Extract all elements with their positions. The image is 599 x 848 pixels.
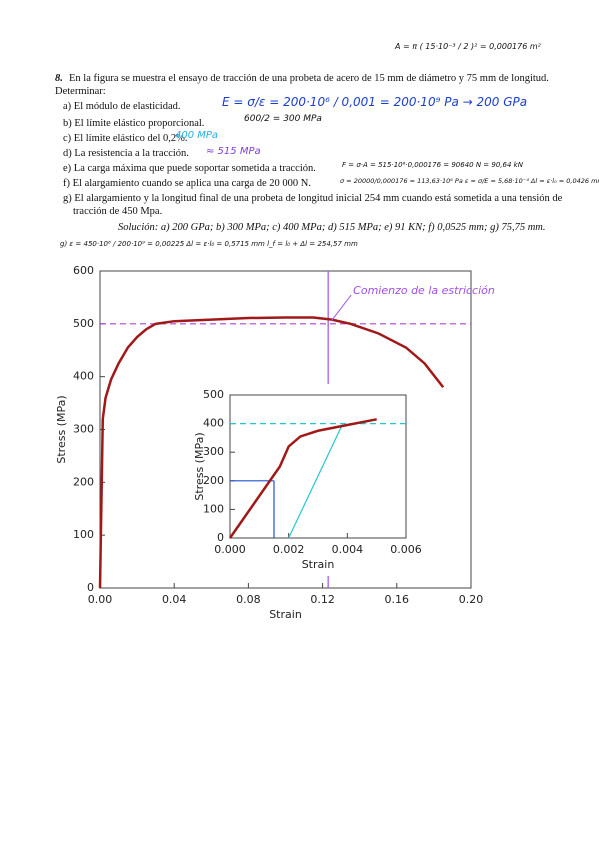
y-axis-label: Stress (MPa) (55, 395, 68, 463)
y-tick-label: 0 (87, 581, 94, 594)
handwritten-answer: 600/2 = 300 MPa (244, 114, 322, 124)
item: b) El límite elástico proporcional. (63, 118, 205, 129)
x-tick-label: 0.006 (390, 543, 422, 556)
data-line (98, 316, 445, 589)
item: g) El alargamiento y la longitud final d… (63, 193, 563, 217)
y-tick-label: 500 (203, 388, 224, 401)
y-axis-label: Stress (MPa) (193, 432, 206, 500)
x-tick-label: 0.08 (236, 593, 261, 606)
y-tick-label: 0 (217, 531, 224, 544)
handwritten-answer: 400 MPa (175, 130, 219, 141)
x-tick-label: 0.00 (88, 593, 113, 606)
solution: Solución: a) 200 GPa; b) 300 MPa; c) 400… (118, 222, 546, 233)
item: e) La carga máxima que puede soportar so… (63, 163, 316, 174)
data-line (228, 418, 377, 539)
x-tick-label: 0.000 (214, 543, 246, 556)
item: d) La resistencia a la tracción. (63, 148, 189, 159)
guide-line (288, 426, 343, 539)
x-axis-label: Strain (302, 558, 335, 571)
y-tick-label: 200 (203, 474, 224, 487)
y-tick-label: 600 (73, 264, 94, 277)
x-tick-label: 0.12 (310, 593, 335, 606)
handwritten-answer: σ = 20000/0,000176 = 113,63·10⁶ Pa ε = σ… (340, 177, 599, 185)
y-tick-label: 400 (203, 417, 224, 430)
problem-number: 8. (55, 73, 63, 84)
x-axis-label: Strain (269, 608, 302, 621)
handwritten-answer: ≈ 515 MPa (206, 146, 261, 157)
annotation-arrow (330, 294, 352, 322)
handwritten-answer: F = σ·A = 515·10⁶·0,000176 = 90640 N = 9… (342, 161, 523, 169)
item: f) El alargamiento cuando se aplica una … (63, 178, 312, 189)
y-tick-label: 300 (73, 423, 94, 436)
annotation: Comienzo de la estricción (353, 284, 495, 297)
handwritten-answer: E = σ/ε = 200·10⁶ / 0,001 = 200·10⁹ Pa →… (222, 95, 528, 109)
y-tick-label: 200 (73, 475, 94, 488)
x-tick-label: 0.16 (385, 593, 410, 606)
handwritten-answer: g) ε = 450·10⁶ / 200·10⁹ = 0,00225 Δl = … (60, 240, 358, 248)
y-tick-label: 300 (203, 445, 224, 458)
item: a) El módulo de elasticidad. (63, 101, 181, 112)
y-tick-label: 100 (73, 528, 94, 541)
x-tick-label: 0.002 (273, 543, 305, 556)
y-tick-label: 400 (73, 370, 94, 383)
inset-background (196, 384, 418, 576)
x-tick-label: 0.20 (459, 593, 484, 606)
x-tick-label: 0.004 (332, 543, 364, 556)
y-tick-label: 500 (73, 317, 94, 330)
problem-text: En la figura se muestra el ensayo de tra… (55, 73, 549, 97)
y-tick-label: 100 (203, 502, 224, 515)
x-tick-label: 0.04 (162, 593, 187, 606)
plot-frame (229, 394, 407, 539)
header-note: A = π ( 15·10⁻³ / 2 )² = 0,000176 m² (395, 42, 541, 51)
item: c) El límite elástico del 0,2%. (63, 133, 188, 144)
